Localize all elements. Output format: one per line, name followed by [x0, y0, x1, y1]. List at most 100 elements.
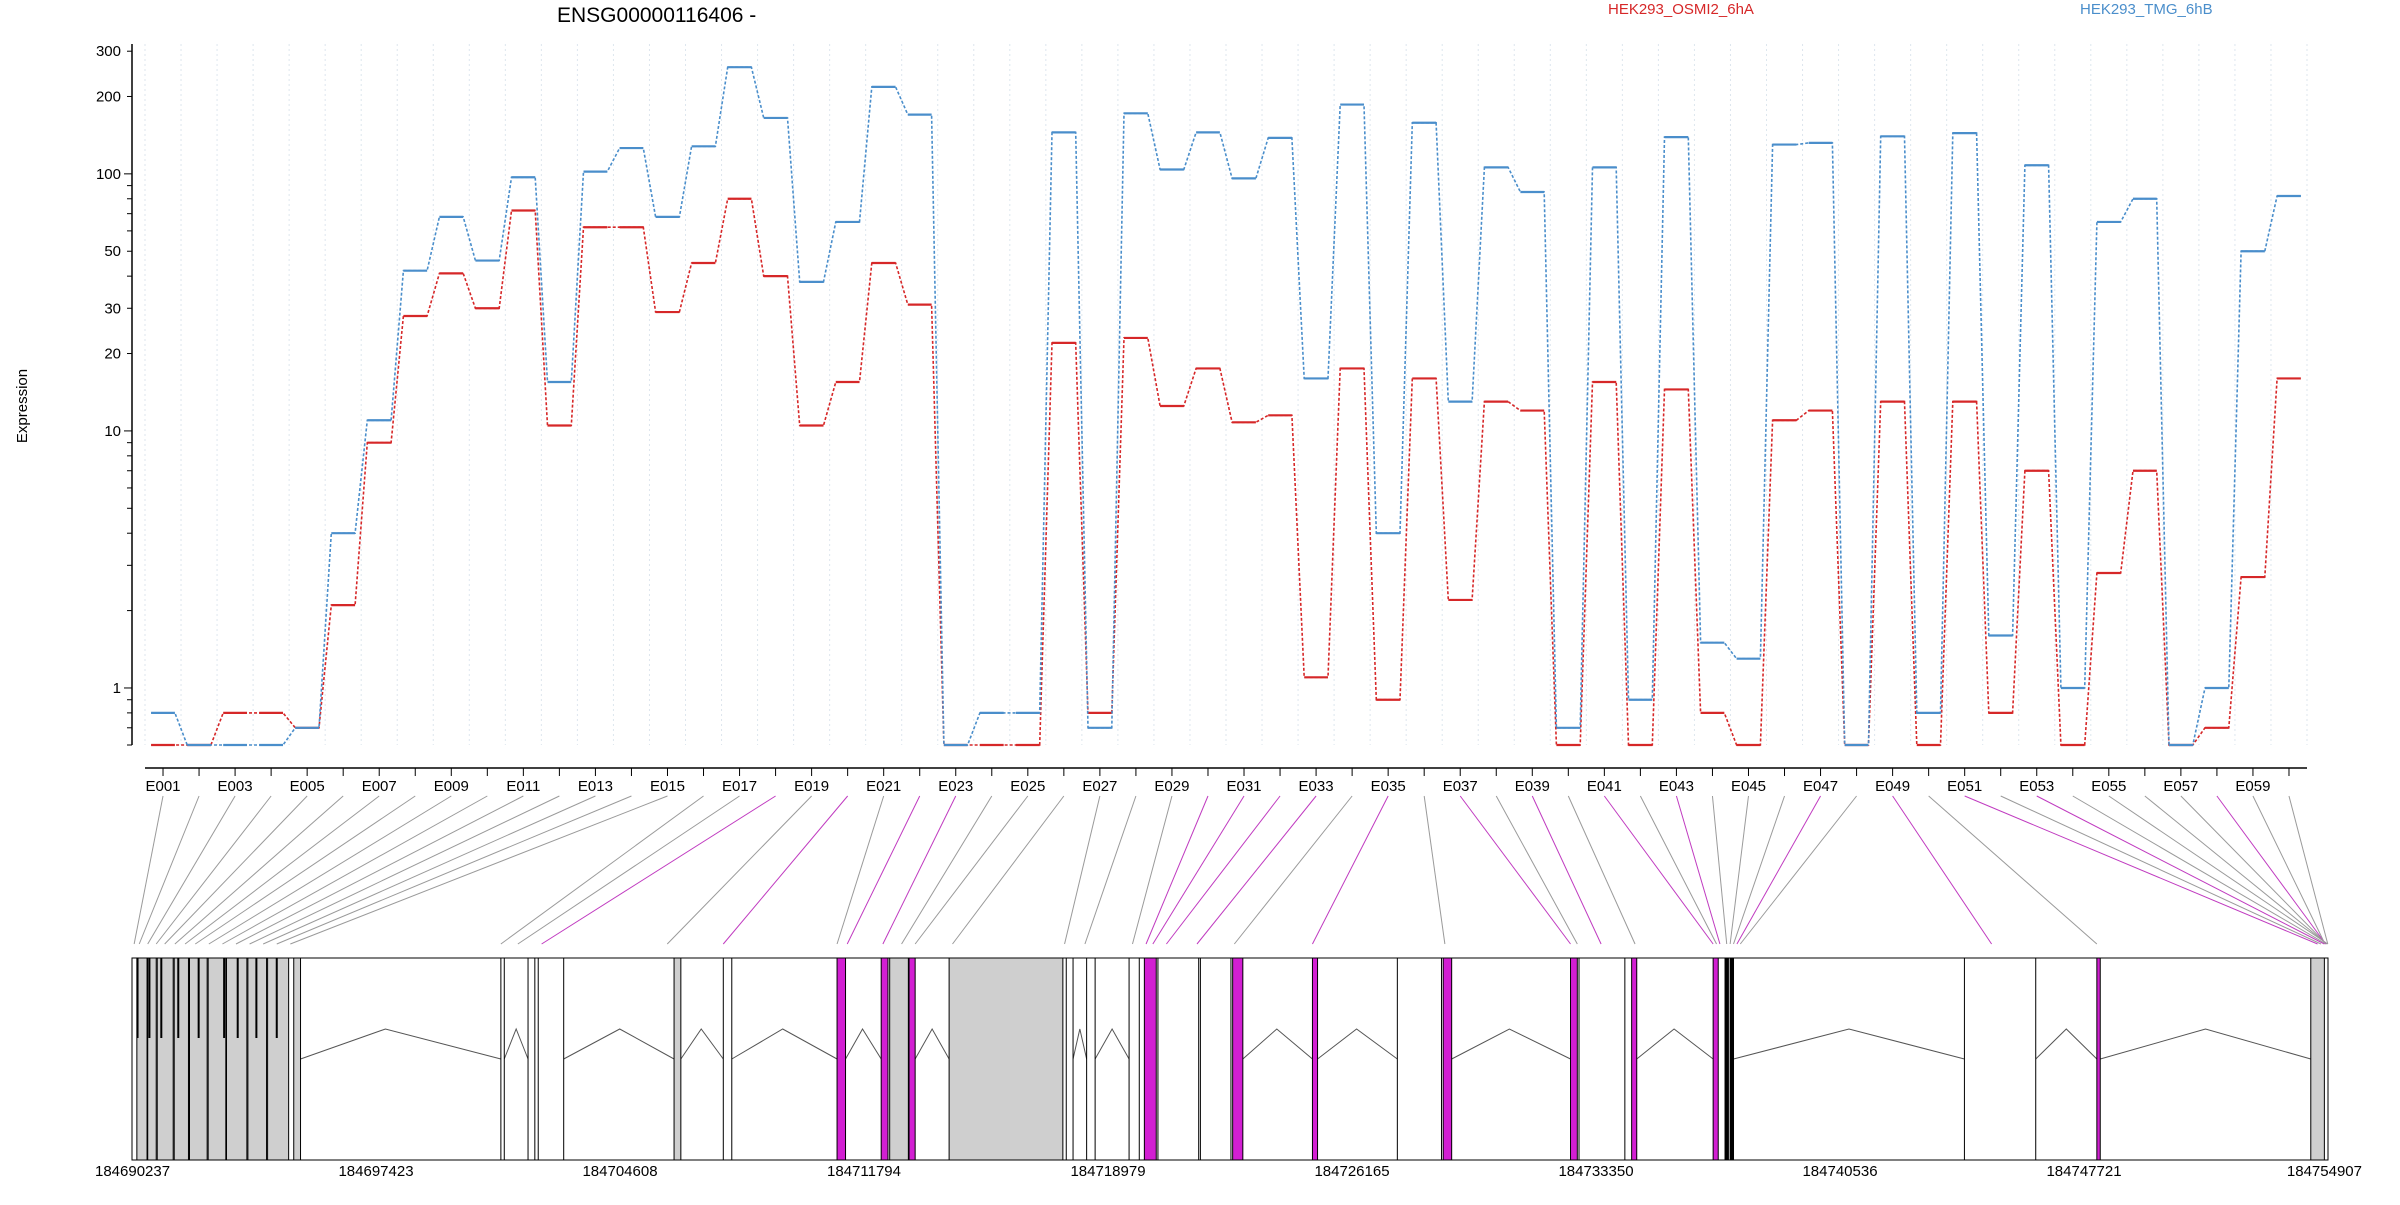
exon-connector: [164, 795, 308, 945]
legend-label-series-1: HEK293_OSMI2_6hA: [1608, 1, 1754, 18]
y-axis: 1 10 20 30 50 100 200 300: [96, 43, 133, 746]
exon-connector: [194, 795, 416, 945]
exon-connector: [1567, 795, 1636, 945]
exon-connector: [1603, 795, 1714, 945]
exon-connector: [138, 795, 200, 945]
x-tick-label: E005: [290, 778, 325, 795]
x-tick-label: E003: [218, 778, 253, 795]
exon-connector: [1928, 795, 2098, 945]
exon-connector: [1084, 795, 1137, 945]
x-tick-label: E057: [2163, 778, 2198, 795]
exon-block: [908, 957, 916, 1161]
coordinate-label: 184690237: [95, 1163, 170, 1180]
coordinate-label: 184747721: [2046, 1163, 2121, 1180]
x-tick-label: E037: [1443, 778, 1478, 795]
exon-connector: [1459, 795, 1571, 945]
exon-connector: [2216, 795, 2327, 945]
y-tick-label: 20: [104, 346, 121, 363]
x-tick-label: E025: [1010, 778, 1045, 795]
intron: [2100, 1028, 2311, 1060]
coordinate-label: 184718979: [1070, 1163, 1145, 1180]
exon-connector: [901, 795, 993, 945]
exon-block: [1442, 957, 1453, 1161]
exon-connector: [1711, 795, 1728, 945]
exon-block: [226, 957, 248, 1161]
exon-connector: [517, 795, 740, 945]
exon-connector: [1531, 795, 1602, 945]
x-tick-label: E047: [1803, 778, 1838, 795]
x-tick-label: E033: [1299, 778, 1334, 795]
exon-block: [537, 957, 565, 1161]
exon-block: [267, 957, 290, 1161]
y-tick-label: 10: [104, 423, 121, 440]
intron: [680, 1028, 724, 1060]
series-2: [151, 66, 2301, 747]
exon-connector: [222, 795, 488, 945]
exon-block: [500, 957, 505, 1161]
gene-model: [131, 957, 2329, 1161]
exon-connector: [2144, 795, 2328, 945]
exon-connector: [1166, 795, 1281, 945]
exon-connector: [2000, 795, 2322, 945]
intron: [1451, 1028, 1571, 1060]
x-tick-label: E039: [1515, 778, 1550, 795]
exon-connector: [952, 795, 1065, 945]
intron: [845, 1028, 882, 1060]
exon-connector: [1131, 795, 1173, 945]
exon-connector: [666, 795, 812, 945]
exon-block: [889, 957, 909, 1161]
exon-connector: [2180, 795, 2327, 945]
exon-block: [1578, 957, 1626, 1161]
exon-connector: [2072, 795, 2327, 945]
exon-connector: [147, 795, 236, 945]
x-tick-label: E017: [722, 778, 757, 795]
exon-block: [1712, 957, 1719, 1161]
x-tick-label: E059: [2235, 778, 2270, 795]
x-tick-label: E055: [2091, 778, 2126, 795]
x-tick-label: E007: [362, 778, 397, 795]
exon-block: [2310, 957, 2325, 1161]
exon-connector: [249, 795, 560, 945]
exon-connector: [2108, 795, 2329, 945]
exon-connector: [2252, 795, 2326, 945]
exon-connector: [722, 795, 849, 945]
legend-label-series-2: HEK293_TMG_6hB: [2080, 1, 2213, 18]
y-tick-label: 100: [96, 166, 121, 183]
exon-connector: [290, 795, 668, 945]
exon-block: [1729, 957, 1735, 1161]
exon-connector: [1892, 795, 1993, 945]
x-tick-label: E051: [1947, 778, 1982, 795]
y-tick-label: 30: [104, 300, 121, 317]
series-line: [151, 66, 2301, 746]
x-tick-label: E031: [1226, 778, 1261, 795]
exon-block: [1199, 957, 1232, 1161]
intron: [1636, 1028, 1714, 1060]
coordinate-label: 184697423: [338, 1163, 413, 1180]
coordinate-label: 184711794: [827, 1163, 901, 1180]
y-tick-label: 1: [113, 680, 121, 697]
exon-block: [1086, 957, 1096, 1161]
exon-block: [1570, 957, 1578, 1161]
exon-connector: [836, 795, 885, 945]
intron: [1242, 1028, 1313, 1060]
intron: [300, 1028, 502, 1060]
x-tick-label: E021: [866, 778, 901, 795]
exon-connector: [2036, 795, 2325, 945]
y-tick-label: 300: [96, 43, 121, 60]
exon-block: [1724, 957, 1729, 1161]
exon-connector: [174, 795, 344, 945]
x-tick-label: E027: [1082, 778, 1117, 795]
exon-block: [156, 957, 174, 1161]
x-tick-label: E015: [650, 778, 685, 795]
series-line: [151, 198, 2301, 746]
x-tick-label: E043: [1659, 778, 1694, 795]
y-axis-label: Expression: [14, 369, 31, 443]
x-tick-label: E041: [1587, 778, 1622, 795]
intron: [563, 1028, 675, 1060]
exon-block: [2096, 957, 2101, 1161]
exon-block: [173, 957, 189, 1161]
genomic-coordinate-axis: 184690237 184697423 184704608 184711794 1847…: [95, 1163, 2362, 1180]
intron: [1072, 1028, 1088, 1060]
exon-connector: [1196, 795, 1317, 945]
